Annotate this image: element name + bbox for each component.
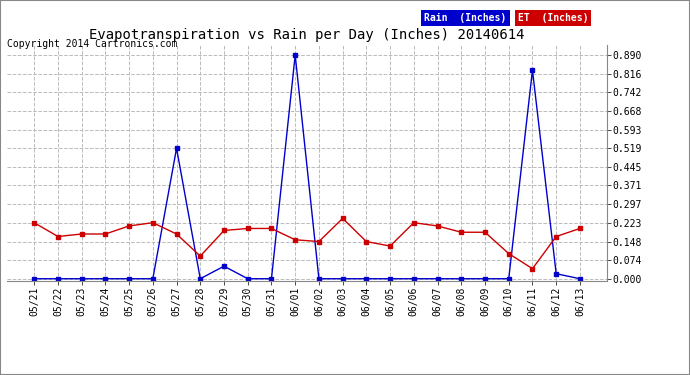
Text: ET  (Inches): ET (Inches)	[518, 13, 588, 23]
Text: Copyright 2014 Cartronics.com: Copyright 2014 Cartronics.com	[7, 39, 177, 50]
Title: Evapotranspiration vs Rain per Day (Inches) 20140614: Evapotranspiration vs Rain per Day (Inch…	[89, 28, 525, 42]
Text: Rain  (Inches): Rain (Inches)	[424, 13, 506, 23]
